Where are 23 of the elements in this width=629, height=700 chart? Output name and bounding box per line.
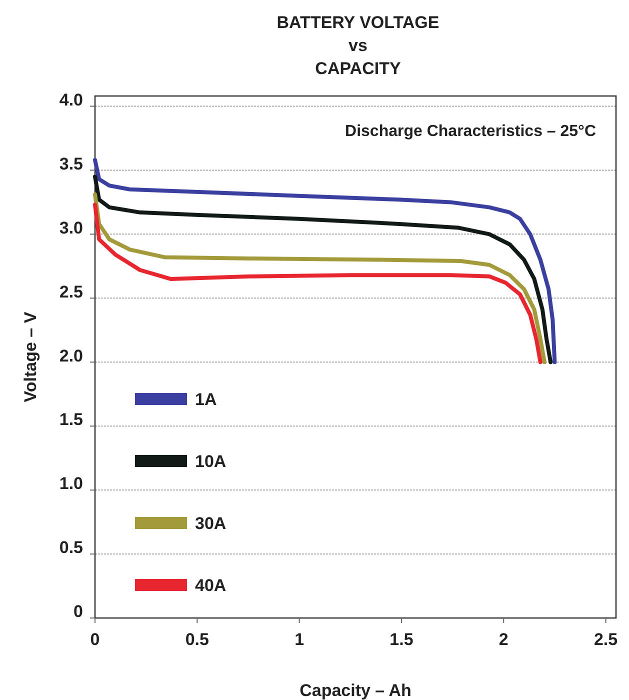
y-tick-label: 3.5 — [59, 154, 83, 174]
x-tick-label: 2 — [498, 630, 508, 649]
x-tick-label: 0.5 — [185, 630, 209, 649]
y-tick-label: 2.5 — [59, 282, 83, 302]
x-tick-label: 1.5 — [390, 630, 414, 649]
chart-title: BATTERY VOLTAGE vs CAPACITY — [276, 13, 440, 78]
y-tick-label: 0.5 — [59, 538, 83, 558]
legend-label: 1A — [195, 390, 217, 409]
x-tick-label: 0 — [90, 630, 100, 649]
y-axis-title: Voltage – V — [21, 311, 40, 402]
y-tick-label: 4.0 — [59, 90, 83, 110]
x-axis-title: Capacity – Ah — [300, 681, 412, 700]
annotation: Discharge Characteristics – 25°C — [345, 123, 596, 140]
y-tick-label: 2.0 — [59, 346, 83, 366]
y-tick-label: 3.0 — [59, 218, 83, 238]
x-tick-label: 2.5 — [594, 630, 618, 649]
x-tick-label: 1 — [294, 630, 304, 649]
y-tick-label: 0 — [74, 602, 83, 622]
legend-label: 10A — [195, 452, 226, 471]
y-tick-label: 1.0 — [59, 474, 83, 494]
legend-label: 40A — [195, 576, 226, 595]
legend-label: 30A — [195, 514, 226, 533]
y-tick-label: 1.5 — [59, 410, 83, 430]
